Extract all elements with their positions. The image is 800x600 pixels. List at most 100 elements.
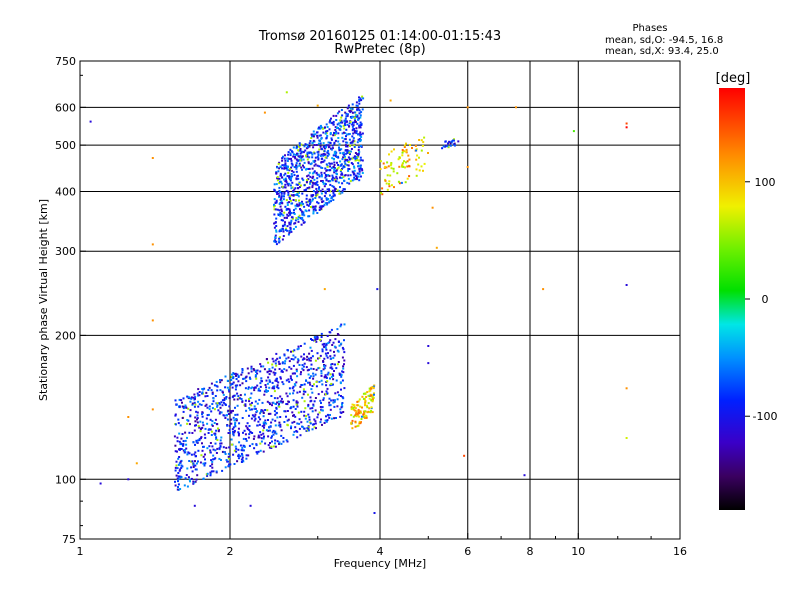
data-point	[353, 144, 356, 147]
data-point	[444, 140, 447, 143]
data-point	[204, 404, 207, 407]
data-point	[249, 504, 252, 507]
data-point	[340, 172, 343, 175]
data-point	[285, 392, 288, 395]
data-point	[325, 130, 327, 133]
data-point	[283, 195, 285, 198]
data-point	[224, 466, 227, 469]
data-point	[182, 397, 185, 400]
data-point	[359, 123, 362, 126]
data-point	[342, 176, 345, 179]
data-point	[293, 383, 296, 386]
data-point	[296, 361, 299, 364]
data-point	[273, 390, 276, 393]
data-point	[208, 386, 211, 389]
data-point	[299, 184, 302, 187]
data-point	[338, 192, 341, 195]
data-point	[302, 390, 305, 393]
data-point	[237, 453, 240, 456]
data-point	[295, 400, 298, 403]
data-point	[311, 186, 314, 189]
data-point	[339, 176, 341, 179]
data-point	[287, 184, 290, 187]
data-point	[281, 167, 284, 170]
data-point	[248, 398, 250, 401]
data-point	[151, 243, 154, 246]
data-point	[306, 369, 309, 372]
data-point	[193, 393, 196, 396]
data-point	[200, 437, 202, 440]
data-point	[314, 338, 317, 341]
data-point	[275, 380, 278, 383]
data-point	[388, 183, 390, 185]
data-point	[293, 222, 296, 225]
data-point	[339, 408, 342, 411]
data-point	[215, 452, 218, 454]
data-point	[309, 181, 312, 184]
data-point	[288, 221, 291, 224]
data-point	[351, 115, 354, 118]
data-point	[334, 178, 337, 181]
data-point	[264, 442, 267, 445]
data-point	[360, 136, 363, 138]
data-point	[287, 193, 290, 196]
data-point	[290, 166, 293, 169]
data-point	[245, 380, 248, 383]
data-point	[275, 352, 278, 355]
data-point	[202, 455, 205, 458]
data-point	[255, 377, 258, 380]
data-point	[373, 512, 376, 514]
data-point	[338, 149, 341, 152]
data-point	[427, 362, 430, 365]
data-point	[299, 209, 302, 212]
data-point	[276, 208, 279, 211]
data-point	[346, 149, 349, 152]
data-point	[273, 208, 276, 211]
data-point	[343, 155, 346, 158]
data-point	[319, 134, 322, 137]
data-point	[333, 370, 335, 372]
data-point	[357, 164, 360, 167]
data-point	[262, 412, 265, 414]
data-point	[198, 437, 201, 440]
data-point	[290, 367, 293, 370]
data-point	[293, 211, 295, 214]
data-point	[241, 456, 244, 459]
data-point	[236, 404, 239, 407]
data-point	[332, 176, 335, 179]
data-point	[197, 394, 200, 397]
data-point	[302, 221, 305, 224]
data-point	[285, 181, 288, 184]
data-point	[338, 143, 341, 146]
data-point	[344, 149, 347, 152]
data-point	[397, 180, 400, 183]
data-point	[325, 144, 328, 147]
data-point	[301, 200, 303, 203]
data-point	[320, 198, 323, 201]
data-point	[309, 383, 312, 386]
data-point	[388, 153, 390, 156]
data-point	[276, 386, 279, 389]
data-point	[239, 455, 242, 458]
data-point	[306, 179, 309, 181]
data-point	[316, 338, 319, 340]
data-point	[248, 400, 251, 403]
data-point	[253, 389, 256, 392]
data-point	[299, 159, 302, 162]
data-point	[211, 392, 214, 395]
data-point	[335, 379, 338, 382]
x-axis-label: Frequency [MHz]	[334, 557, 426, 570]
data-point	[625, 126, 628, 129]
data-point	[341, 346, 344, 349]
data-point	[219, 389, 222, 392]
data-point	[295, 368, 298, 371]
data-point	[275, 183, 278, 186]
data-point	[211, 403, 214, 405]
data-point	[316, 201, 319, 204]
data-point	[287, 214, 290, 217]
data-point	[358, 126, 361, 129]
data-point	[318, 188, 321, 191]
data-point	[299, 186, 301, 188]
data-point	[305, 379, 308, 382]
data-point	[351, 111, 354, 114]
